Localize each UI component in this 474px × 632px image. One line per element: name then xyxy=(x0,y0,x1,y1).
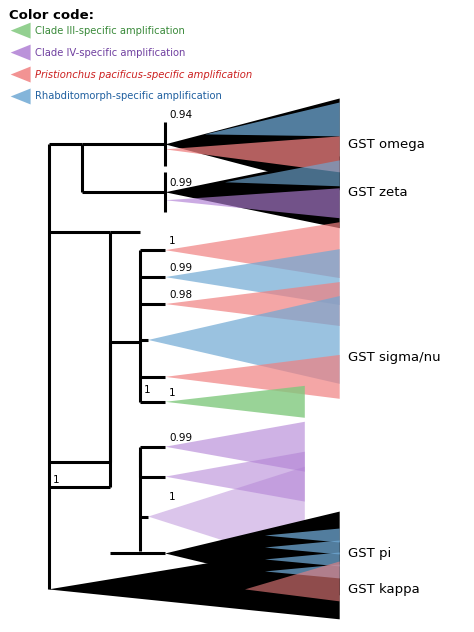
Text: 0.94: 0.94 xyxy=(169,111,192,121)
Polygon shape xyxy=(11,45,31,61)
Text: GST omega: GST omega xyxy=(347,138,425,151)
Polygon shape xyxy=(11,23,31,39)
Text: 1: 1 xyxy=(169,236,176,246)
Polygon shape xyxy=(165,511,340,595)
Text: 0.99: 0.99 xyxy=(169,178,192,188)
Polygon shape xyxy=(165,156,340,228)
Polygon shape xyxy=(165,282,340,326)
Polygon shape xyxy=(165,99,340,190)
Polygon shape xyxy=(225,161,340,186)
Text: Clade IV-specific amplification: Clade IV-specific amplification xyxy=(35,47,185,58)
Text: GST pi: GST pi xyxy=(347,547,391,560)
Polygon shape xyxy=(165,386,305,418)
Text: GST zeta: GST zeta xyxy=(347,186,407,199)
Polygon shape xyxy=(265,540,340,554)
Text: 1: 1 xyxy=(144,385,151,395)
Polygon shape xyxy=(205,102,340,137)
Polygon shape xyxy=(165,188,340,218)
Polygon shape xyxy=(265,528,340,542)
Polygon shape xyxy=(48,542,340,619)
Text: GST kappa: GST kappa xyxy=(347,583,419,596)
Polygon shape xyxy=(245,561,340,602)
Polygon shape xyxy=(165,422,305,471)
Text: 1: 1 xyxy=(169,388,176,398)
Text: Rhabditomorph-specific amplification: Rhabditomorph-specific amplification xyxy=(35,92,221,102)
Text: 0.98: 0.98 xyxy=(169,290,192,300)
Polygon shape xyxy=(148,466,305,566)
Text: Clade III-specific amplification: Clade III-specific amplification xyxy=(35,26,184,35)
Text: Pristionchus pacificus-specific amplification: Pristionchus pacificus-specific amplific… xyxy=(35,70,252,80)
Text: GST sigma/nu: GST sigma/nu xyxy=(347,351,440,365)
Text: 0.99: 0.99 xyxy=(169,263,192,273)
Text: 1: 1 xyxy=(53,475,59,485)
Polygon shape xyxy=(148,296,340,384)
Polygon shape xyxy=(165,355,340,399)
Polygon shape xyxy=(11,88,31,104)
Polygon shape xyxy=(11,66,31,83)
Polygon shape xyxy=(265,552,340,566)
Text: Color code:: Color code: xyxy=(9,9,94,21)
Polygon shape xyxy=(165,452,305,502)
Text: 1: 1 xyxy=(169,492,176,502)
Polygon shape xyxy=(165,137,340,173)
Polygon shape xyxy=(165,249,340,305)
Text: 0.99: 0.99 xyxy=(169,433,192,443)
Polygon shape xyxy=(265,564,340,578)
Polygon shape xyxy=(165,222,340,278)
